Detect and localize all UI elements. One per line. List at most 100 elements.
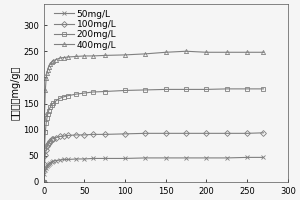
100mg/L [58, 135, 62, 138]
100mg/L [164, 132, 168, 135]
50mg/L [54, 159, 58, 162]
100mg/L [205, 132, 208, 135]
50mg/L [44, 169, 47, 172]
100mg/L [46, 143, 50, 146]
50mg/L [42, 181, 46, 183]
100mg/L [44, 154, 47, 156]
50mg/L [62, 158, 66, 161]
400mg/L [44, 89, 47, 92]
50mg/L [45, 165, 49, 167]
200mg/L [184, 88, 188, 91]
50mg/L [50, 160, 54, 163]
400mg/L [48, 63, 52, 65]
200mg/L [46, 113, 50, 115]
50mg/L [48, 161, 52, 164]
50mg/L [144, 157, 147, 159]
50mg/L [184, 157, 188, 159]
100mg/L [262, 132, 265, 134]
400mg/L [46, 68, 50, 71]
100mg/L [74, 134, 78, 136]
100mg/L [50, 138, 54, 140]
50mg/L [46, 164, 50, 166]
400mg/L [164, 51, 168, 53]
200mg/L [164, 88, 168, 91]
200mg/L [205, 88, 208, 91]
200mg/L [48, 106, 52, 108]
100mg/L [54, 136, 58, 139]
100mg/L [123, 133, 127, 135]
100mg/L [103, 133, 106, 136]
400mg/L [103, 54, 106, 57]
Line: 400mg/L: 400mg/L [42, 49, 266, 184]
50mg/L [43, 173, 46, 175]
400mg/L [184, 50, 188, 52]
100mg/L [66, 134, 70, 137]
400mg/L [144, 53, 147, 55]
100mg/L [225, 132, 229, 135]
100mg/L [43, 162, 46, 165]
400mg/L [82, 55, 86, 57]
50mg/L [47, 162, 50, 165]
400mg/L [43, 113, 46, 115]
400mg/L [262, 51, 265, 53]
50mg/L [52, 160, 55, 162]
100mg/L [91, 133, 94, 136]
200mg/L [62, 96, 66, 98]
200mg/L [42, 181, 46, 183]
100mg/L [184, 132, 188, 135]
400mg/L [47, 66, 50, 68]
400mg/L [62, 56, 66, 59]
200mg/L [43, 147, 46, 149]
200mg/L [225, 88, 229, 90]
200mg/L [47, 110, 50, 112]
Line: 200mg/L: 200mg/L [42, 87, 266, 184]
Line: 50mg/L: 50mg/L [42, 155, 266, 184]
50mg/L [103, 157, 106, 160]
50mg/L [74, 158, 78, 160]
50mg/L [44, 167, 48, 169]
50mg/L [82, 158, 86, 160]
100mg/L [42, 181, 46, 183]
50mg/L [91, 157, 94, 160]
200mg/L [103, 90, 106, 93]
200mg/L [58, 97, 62, 99]
Legend: 50mg/L, 100mg/L, 200mg/L, 400mg/L: 50mg/L, 100mg/L, 200mg/L, 400mg/L [53, 9, 117, 51]
400mg/L [66, 56, 70, 58]
400mg/L [54, 58, 58, 61]
200mg/L [74, 93, 78, 95]
100mg/L [82, 134, 86, 136]
50mg/L [225, 157, 229, 159]
400mg/L [225, 51, 229, 53]
200mg/L [44, 131, 47, 133]
400mg/L [45, 72, 49, 74]
50mg/L [58, 159, 62, 161]
50mg/L [66, 158, 70, 161]
400mg/L [50, 60, 54, 63]
100mg/L [47, 142, 50, 144]
100mg/L [144, 132, 147, 135]
400mg/L [44, 77, 48, 80]
200mg/L [144, 89, 147, 91]
200mg/L [52, 102, 55, 104]
200mg/L [66, 94, 70, 97]
Line: 100mg/L: 100mg/L [42, 131, 266, 184]
400mg/L [123, 54, 127, 56]
400mg/L [58, 57, 62, 59]
50mg/L [245, 156, 249, 159]
100mg/L [62, 135, 66, 137]
400mg/L [42, 181, 46, 183]
100mg/L [48, 139, 52, 142]
400mg/L [52, 59, 55, 62]
400mg/L [91, 55, 94, 57]
200mg/L [44, 122, 48, 125]
200mg/L [123, 89, 127, 92]
100mg/L [44, 148, 48, 151]
400mg/L [74, 55, 78, 58]
50mg/L [123, 157, 127, 160]
50mg/L [205, 157, 208, 159]
50mg/L [164, 157, 168, 159]
200mg/L [45, 117, 49, 119]
50mg/L [262, 156, 265, 159]
Y-axis label: 吸附量（mg/g）: 吸附量（mg/g） [10, 66, 20, 120]
200mg/L [82, 92, 86, 94]
